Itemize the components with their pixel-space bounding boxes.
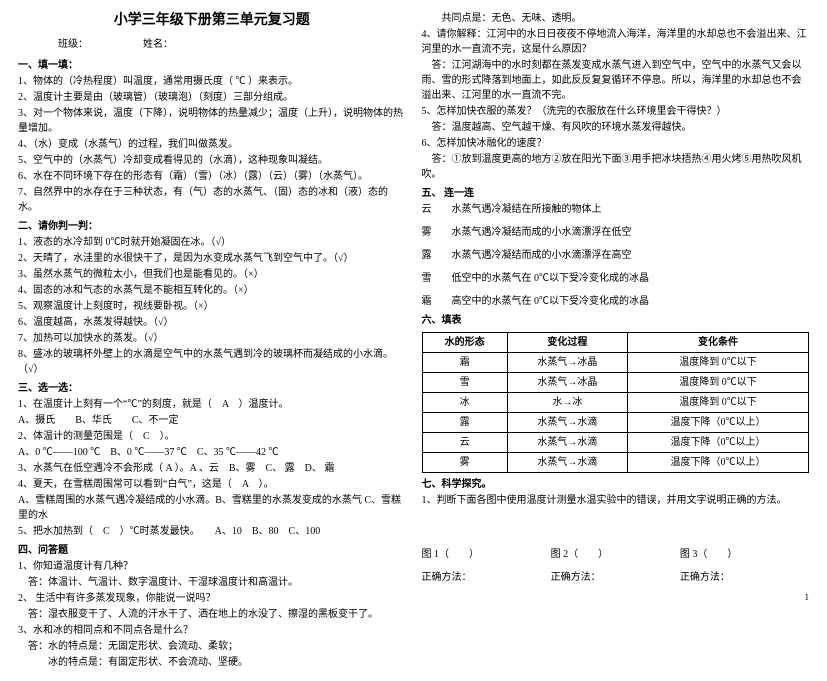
- s3-item: 1、在温度计上刻有一个“℃”的刻度，就是（ A ）温度计。: [18, 397, 406, 412]
- match-text: 水蒸气遇冷凝结而成的小水滴漂浮在高空: [452, 248, 810, 263]
- s3-item: A、0 ℃——100 ℃ B、0 ℃——37 ℃ C、35 ℃——42 ℃: [18, 445, 406, 460]
- section-5-title: 五、 连一连: [422, 186, 810, 201]
- r2-item: 答：温度越高、空气越干燥、有风吹的环境水蒸发得越快。: [422, 120, 810, 135]
- left-column: 小学三年级下册第三单元复习题 班级： 姓名： 一、填一填： 1、物体的（冷热程度…: [18, 10, 406, 671]
- s4-item: 3、水和冰的相同点和不同点各是什么？: [18, 623, 406, 638]
- col-header: 变化过程: [507, 333, 627, 353]
- cell: 露: [422, 413, 507, 433]
- cell: 温度下降（0℃以上）: [627, 453, 808, 473]
- figure-row: 图 1（ ） 图 2（ ） 图 3（ ）: [422, 547, 810, 562]
- cell: 水蒸气→水滴: [507, 453, 627, 473]
- state-table: 水的形态 变化过程 变化条件 霜 水蒸气→冰晶 温度降到 0℃以下 雪 水蒸气→…: [422, 332, 810, 473]
- match-text: 高空中的水蒸气在 0℃以下受冷变化成的冰晶: [452, 294, 810, 309]
- match-text: 水蒸气遇冷凝结而成的小水滴漂浮在低空: [452, 225, 810, 240]
- match-row: 云 水蒸气遇冷凝结在所接触的物体上: [422, 202, 810, 217]
- fig3-label: 图 3（ ）: [680, 547, 809, 562]
- s3-item: A、摄氏 B、华氏 C、不一定: [18, 413, 406, 428]
- r2-item: 4、请你解释：江河中的水日日夜夜不停地流入海洋，海洋里的水却总也不会溢出来、江河…: [422, 27, 810, 57]
- section-1-title: 一、填一填：: [18, 58, 406, 73]
- s4-item: 冰的特点是：有固定形状、不会流动、坚硬。: [18, 655, 406, 670]
- r2-item: 答：①放到温度更高的地方②放在阳光下面③用手把冰块捂热④用火烤⑤用热吹风机吹。: [422, 152, 810, 182]
- s2-item: 2、天晴了，水洼里的水很快干了，是因为水变成水蒸气飞到空气中了。（√）: [18, 251, 406, 266]
- match-text: 水蒸气遇冷凝结在所接触的物体上: [452, 202, 810, 217]
- s3-item: 2、体温计的测量范围是（ C ）。: [18, 429, 406, 444]
- match-label: 雾: [422, 225, 452, 240]
- cell: 水蒸气→冰晶: [507, 353, 627, 373]
- fig2-label: 图 2（ ）: [551, 547, 680, 562]
- cell: 雾: [422, 453, 507, 473]
- table-row: 露 水蒸气→水滴 温度下降（0℃以上）: [422, 413, 809, 433]
- s2-item: 6、温度越高，水蒸发得越快。（√）: [18, 315, 406, 330]
- table-row: 雾 水蒸气→水滴 温度下降（0℃以上）: [422, 453, 809, 473]
- s2-item: 4、固态的冰和气态的水蒸气是不能相互转化的。（×）: [18, 283, 406, 298]
- doc-title: 小学三年级下册第三单元复习题: [18, 10, 406, 31]
- fig1-label: 图 1（ ）: [422, 547, 551, 562]
- match-label: 雪: [422, 271, 452, 286]
- cell: 水→冰: [507, 393, 627, 413]
- s1-item: 5、空气中的（水蒸气）冷却变成看得见的（水滴），这种现象叫凝结。: [18, 153, 406, 168]
- cell: 温度下降（0℃以上）: [627, 413, 808, 433]
- cell: 霜: [422, 353, 507, 373]
- cell: 温度降到 0℃以下: [627, 353, 808, 373]
- r2-item: 6、怎样加快冰融化的速度？: [422, 136, 810, 151]
- s1-item: 6、水在不同环境下存在的形态有（霜）（雪）（冰）（露）（云）（雾）（水蒸气）。: [18, 169, 406, 184]
- cell: 冰: [422, 393, 507, 413]
- match-label: 霜: [422, 294, 452, 309]
- s2-item: 8、盛冰的玻璃杯外壁上的水滴是空气中的水蒸气遇到冷的玻璃杯而凝结成的小水滴。（√…: [18, 347, 406, 377]
- page-number: 1: [422, 591, 810, 605]
- s3-item: A、雪糕周围的水蒸气遇冷凝结成的小水滴。B、雪糕里的水蒸发变成的水蒸气 C、雪糕…: [18, 493, 406, 523]
- s1-item: 4、（水）变成（水蒸气）的过程，我们叫做蒸发。: [18, 137, 406, 152]
- r2-item: 答：江河湖海中的水时刻都在蒸发变成水蒸气进入到空气中，空气中的水蒸气又会以雨、雪…: [422, 58, 810, 103]
- r1-line: 共同点是：无色、无味、透明。: [422, 11, 810, 26]
- s4-item: 1、你知道温度计有几种？: [18, 559, 406, 574]
- section-2-title: 二、请你判一判：: [18, 219, 406, 234]
- s2-item: 5、观察温度计上刻度时，视线要卧视。（×）: [18, 299, 406, 314]
- header-line: 班级： 姓名：: [18, 37, 406, 52]
- match-row: 雪 低空中的水蒸气在 0℃以下受冷变化成的冰晶: [422, 271, 810, 286]
- s1-item: 3、对一个物体来说，温度（下降），说明物体的热量减少；温度（上升），说明物体的热…: [18, 106, 406, 136]
- match-label: 露: [422, 248, 452, 263]
- section-4-title: 四、问答题: [18, 543, 406, 558]
- match-row: 霜 高空中的水蒸气在 0℃以下受冷变化成的冰晶: [422, 294, 810, 309]
- match-row: 雾 水蒸气遇冷凝结而成的小水滴漂浮在低空: [422, 225, 810, 240]
- cell: 水蒸气→水滴: [507, 413, 627, 433]
- s2-item: 7、加热可以加快水的蒸发。（√）: [18, 331, 406, 346]
- s1-item: 1、物体的（冷热程度）叫温度，通常用摄氏度（ ℃ ）来表示。: [18, 74, 406, 89]
- s3-item: 5、把水加热到（ C ）℃时蒸发最快。 A、10 B、80 C、100: [18, 524, 406, 539]
- s1-item: 2、温度计主要是由（玻璃管）（玻璃泡）（刻度）三部分组成。: [18, 90, 406, 105]
- section-3-title: 三、选一选：: [18, 381, 406, 396]
- cell: 温度降到 0℃以下: [627, 373, 808, 393]
- cell: 云: [422, 433, 507, 453]
- cell: 水蒸气→水滴: [507, 433, 627, 453]
- cell: 雪: [422, 373, 507, 393]
- right-column: 共同点是：无色、无味、透明。 4、请你解释：江河中的水日日夜夜不停地流入海洋，海…: [422, 10, 810, 671]
- s4-item: 2、 生活中有许多蒸发现象，你能说一说吗？: [18, 591, 406, 606]
- section-7-title: 七、科学探究。: [422, 477, 810, 492]
- table-row: 云 水蒸气→水滴 温度下降（0℃以上）: [422, 433, 809, 453]
- s3-item: 4、夏天，在雪糕周围常可以看到“白气”，这是（ A ）。: [18, 477, 406, 492]
- r2-item: 5、怎样加快衣服的蒸发？（洗完的衣服放在什么环境里会干得快？）: [422, 104, 810, 119]
- section-6-title: 六、填表: [422, 313, 810, 328]
- s4-item: 答：湿衣服变干了、人流的汗水干了、洒在地上的水没了、擦湿的黑板变干了。: [18, 607, 406, 622]
- s1-item: 7、自然界中的水存在于三种状态，有（气）态的水蒸气、（固）态的冰和（液）态的水。: [18, 185, 406, 215]
- col-header: 变化条件: [627, 333, 808, 353]
- table-row: 冰 水→冰 温度降到 0℃以下: [422, 393, 809, 413]
- s3-item: 3、水蒸气在低空遇冷不会形成（ A ）。A 、云 B、雾 C、 露 D、 霜: [18, 461, 406, 476]
- match-label: 云: [422, 202, 452, 217]
- table-row: 雪 水蒸气→冰晶 温度降到 0℃以下: [422, 373, 809, 393]
- table-row: 霜 水蒸气→冰晶 温度降到 0℃以下: [422, 353, 809, 373]
- cell: 温度降到 0℃以下: [627, 393, 808, 413]
- s4-item: 答：水的特点是：无固定形状、会流动、柔软；: [18, 639, 406, 654]
- col-header: 水的形态: [422, 333, 507, 353]
- match-text: 低空中的水蒸气在 0℃以下受冷变化成的冰晶: [452, 271, 810, 286]
- s2-item: 1、液态的水冷却到 0℃时就开始凝固在冰。（√）: [18, 235, 406, 250]
- cell: 温度下降（0℃以上）: [627, 433, 808, 453]
- s2-item: 3、虽然水蒸气的微粒太小，但我们也是能看见的。（×）: [18, 267, 406, 282]
- s7-q1: 1、判断下面各图中使用温度计测量水温实验中的错误，并用文字说明正确的方法。: [422, 493, 810, 508]
- cell: 水蒸气→冰晶: [507, 373, 627, 393]
- match-row: 露 水蒸气遇冷凝结而成的小水滴漂浮在高空: [422, 248, 810, 263]
